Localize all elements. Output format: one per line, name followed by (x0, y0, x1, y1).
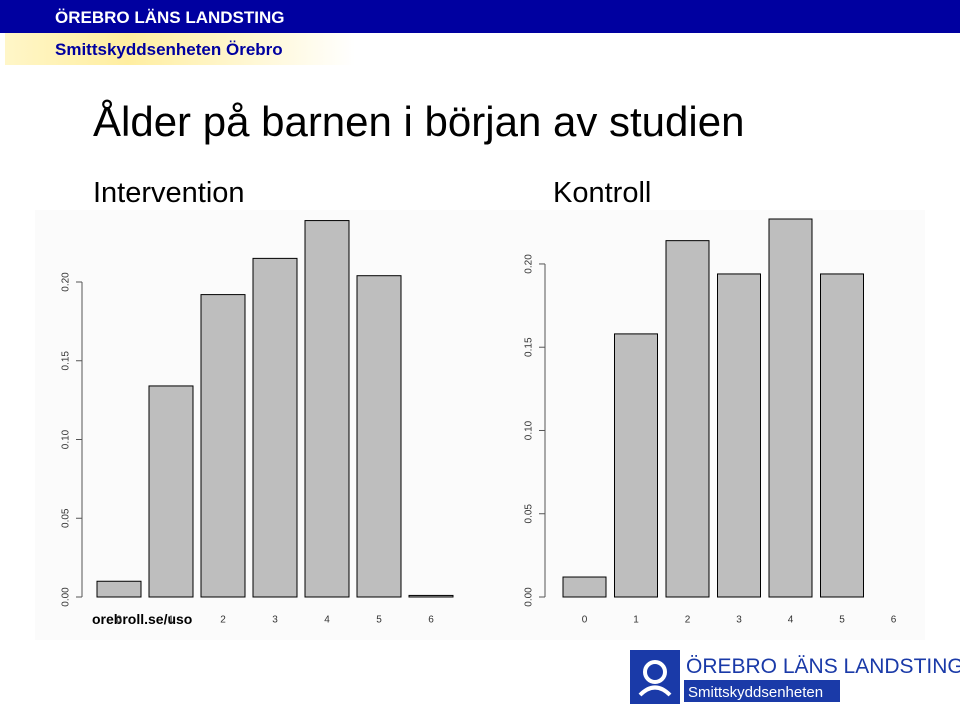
bar (665, 240, 710, 598)
y-tick-label: 0.05 (524, 504, 535, 524)
header-band (5, 33, 355, 65)
bar (304, 220, 350, 598)
bar (96, 580, 142, 598)
header-org: ÖREBRO LÄNS LANDSTING (55, 8, 285, 27)
logo-title: ÖREBRO LÄNS LANDSTING (686, 655, 960, 678)
y-tick-label: 0.20 (61, 272, 72, 292)
logo: ÖREBRO LÄNS LANDSTING Smittskyddsenheten (630, 650, 960, 704)
header-unit: Smittskyddsenheten Örebro (55, 40, 283, 59)
x-tick-label: 4 (788, 615, 794, 626)
x-tick-label: 1 (633, 615, 639, 626)
x-tick-label: 0 (582, 615, 588, 626)
logo-sub-bg (684, 680, 840, 702)
logo-icon (630, 650, 680, 704)
chart-title: Kontroll (553, 177, 651, 209)
y-tick-label: 0.00 (61, 587, 72, 607)
x-tick-label: 6 (428, 615, 434, 626)
bar (148, 385, 194, 598)
x-tick-label: 3 (272, 615, 278, 626)
x-tick-label: 5 (839, 615, 845, 626)
logo-subtitle: Smittskyddsenheten (688, 684, 823, 701)
bar (614, 333, 658, 598)
bar (408, 594, 454, 598)
y-tick-label: 0.10 (61, 429, 72, 449)
bar (562, 576, 607, 598)
logo-icon-shape (643, 660, 667, 684)
bar (717, 273, 761, 598)
bar (200, 294, 246, 598)
bar (820, 273, 864, 598)
bar (768, 218, 813, 598)
bar (356, 275, 402, 598)
x-tick-label: 0 (116, 615, 122, 626)
x-tick-label: 2 (685, 615, 691, 626)
x-tick-label: 1 (168, 615, 174, 626)
slide-title: Ålder på barnen i början av studien (93, 98, 744, 145)
x-tick-label: 5 (376, 615, 382, 626)
y-tick-label: 0.05 (61, 508, 72, 528)
y-tick-label: 0.15 (524, 337, 535, 357)
footer-url: orebroll.se/uso (92, 611, 192, 627)
y-tick-label: 0.00 (524, 587, 535, 607)
x-tick-label: 4 (324, 615, 330, 626)
y-tick-label: 0.20 (524, 254, 535, 274)
chart-title: Intervention (93, 177, 245, 209)
x-tick-label: 6 (891, 615, 897, 626)
x-tick-label: 2 (220, 615, 226, 626)
y-tick-label: 0.15 (61, 351, 72, 371)
bar (252, 257, 298, 598)
logo-icon-shape (638, 685, 672, 697)
x-tick-label: 3 (736, 615, 742, 626)
y-tick-label: 0.10 (524, 420, 535, 440)
header-bar (0, 0, 960, 33)
